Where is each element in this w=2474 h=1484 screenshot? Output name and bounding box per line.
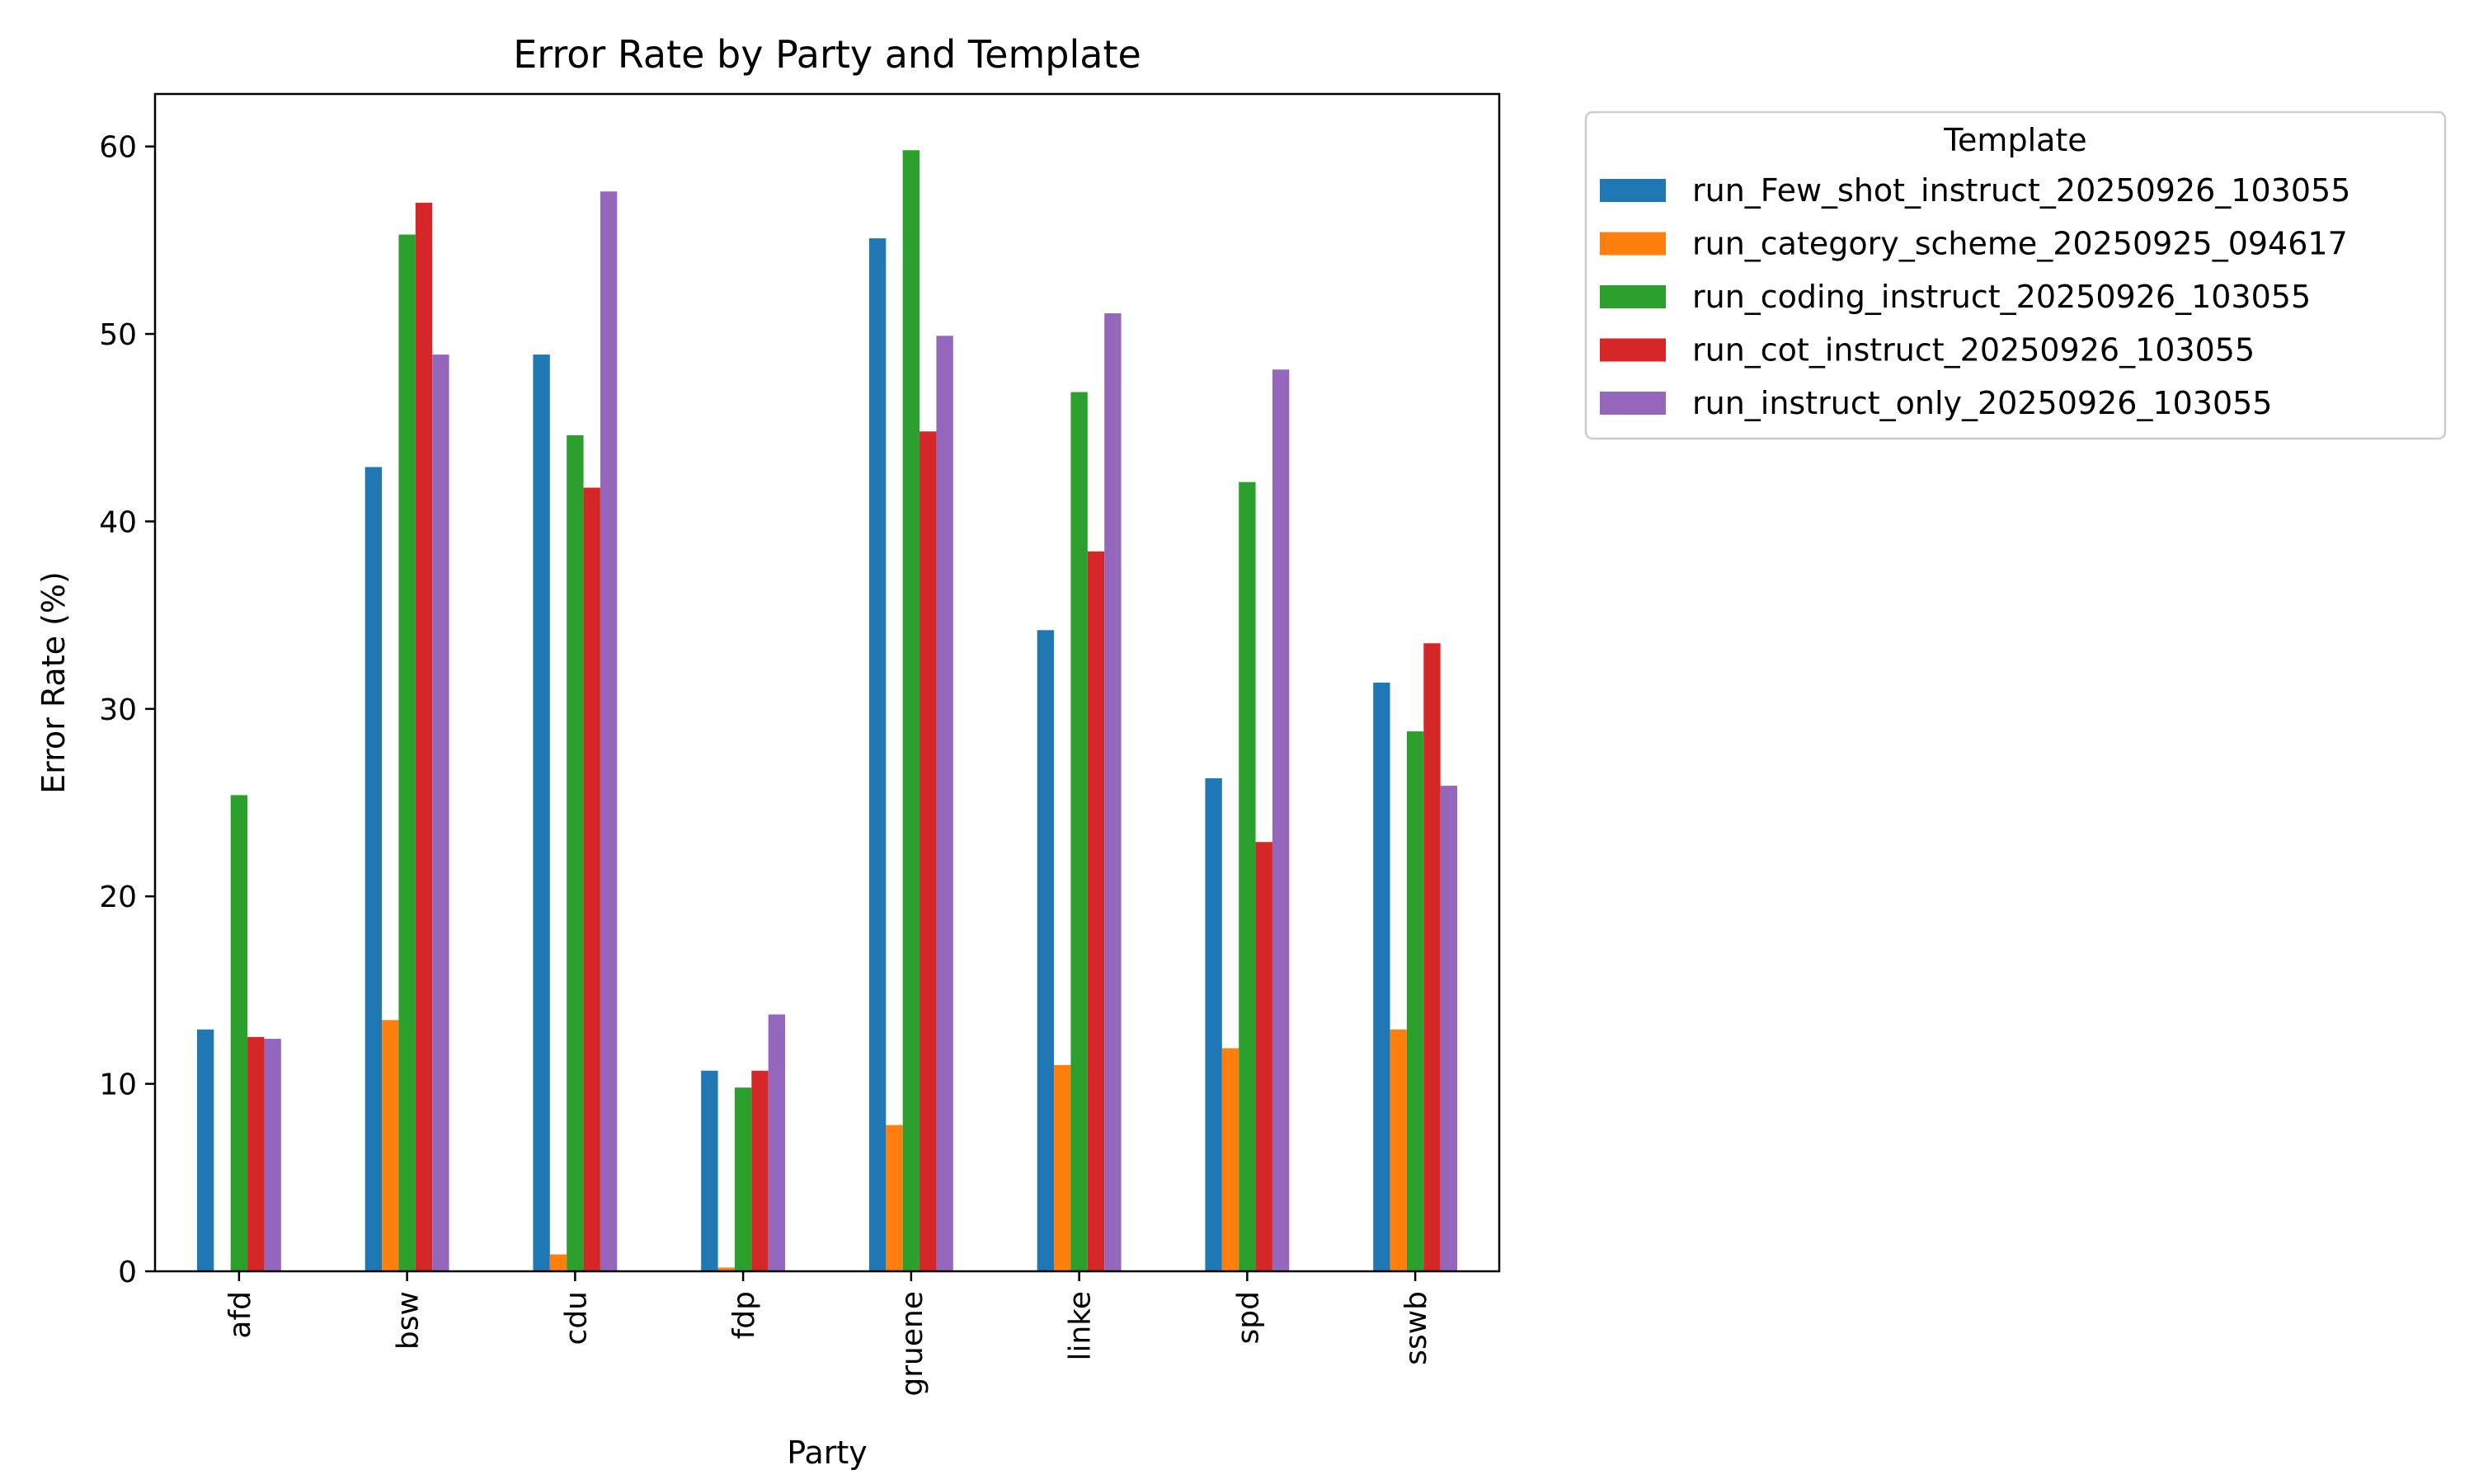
bar-cdu-series-1 (533, 355, 550, 1271)
bar-spd-series-1 (1205, 777, 1222, 1271)
bar-gruene-series-5 (936, 336, 953, 1272)
y-tick-label-40: 40 (99, 505, 137, 539)
bar-bsw-series-5 (432, 355, 449, 1271)
legend-title: Template (1943, 122, 2086, 158)
legend-swatch-2 (1600, 232, 1666, 256)
legend-swatch-3 (1600, 285, 1666, 308)
legend-swatch-5 (1600, 392, 1666, 415)
y-tick-label-10: 10 (99, 1068, 137, 1102)
bar-gruene-series-3 (902, 150, 920, 1272)
bar-gruene-series-4 (920, 431, 937, 1271)
bar-bsw-series-3 (398, 234, 416, 1272)
bar-bsw-series-1 (365, 467, 383, 1271)
legend-label-4: run_cot_instruct_20250926_103055 (1692, 332, 2255, 369)
bar-afd-series-4 (247, 1036, 265, 1271)
bar-sswb-series-4 (1423, 643, 1441, 1271)
bar-spd-series-3 (1239, 481, 1256, 1271)
bar-fdp-series-1 (701, 1070, 718, 1271)
bar-sswb-series-1 (1373, 683, 1390, 1271)
bar-sswb-series-5 (1440, 786, 1458, 1271)
legend-label-5: run_instruct_only_20250926_103055 (1692, 385, 2272, 421)
bar-bsw-series-2 (382, 1020, 399, 1271)
y-tick-label-60: 60 (99, 131, 137, 165)
bar-gruene-series-2 (886, 1125, 903, 1271)
x-axis-label: Party (787, 1435, 868, 1471)
bar-cdu-series-2 (549, 1254, 567, 1271)
y-tick-label-0: 0 (118, 1256, 137, 1289)
y-tick-label-30: 30 (99, 693, 137, 727)
x-tick-label-gruene: gruene (896, 1291, 929, 1397)
x-tick-label-afd: afd (223, 1291, 257, 1339)
x-tick-label-cdu: cdu (559, 1291, 593, 1345)
legend-swatch-4 (1600, 338, 1666, 362)
bar-cdu-series-5 (600, 191, 618, 1271)
legend-label-3: run_coding_instruct_20250926_103055 (1692, 279, 2311, 315)
bar-spd-series-2 (1221, 1048, 1239, 1271)
x-tick-label-bsw: bsw (392, 1291, 426, 1350)
bar-linke-series-2 (1054, 1064, 1071, 1271)
legend: Template run_Few_shot_instruct_20250926_… (1584, 110, 2447, 440)
bar-gruene-series-1 (868, 238, 887, 1272)
x-tick-label-fdp: fdp (727, 1291, 761, 1339)
legend-frame (1584, 110, 2447, 440)
bar-sswb-series-3 (1406, 731, 1424, 1271)
bar-linke-series-5 (1104, 313, 1122, 1272)
x-tick-label-sswb: sswb (1399, 1291, 1433, 1365)
x-tick-label-linke: linke (1064, 1291, 1098, 1361)
legend-label-1: run_Few_shot_instruct_20250926_103055 (1692, 172, 2350, 209)
y-tick-label-50: 50 (99, 318, 137, 352)
bar-fdp-series-4 (751, 1070, 769, 1271)
legend-swatch-1 (1600, 179, 1666, 202)
legend-items: run_Few_shot_instruct_20250926_103055run… (1600, 172, 2350, 421)
bar-afd-series-3 (230, 795, 248, 1271)
bar-spd-series-5 (1272, 369, 1290, 1272)
bar-bsw-series-4 (415, 202, 433, 1271)
x-tick-label-spd: spd (1231, 1291, 1265, 1344)
chart-title: Error Rate by Party and Template (513, 32, 1141, 77)
plot-frame (153, 92, 1501, 1273)
y-tick-label-20: 20 (99, 881, 137, 914)
bar-cdu-series-4 (583, 487, 600, 1271)
bar-fdp-series-5 (768, 1014, 786, 1271)
bar-fdp-series-2 (717, 1267, 735, 1271)
bar-linke-series-1 (1037, 630, 1055, 1271)
bar-cdu-series-3 (567, 434, 584, 1271)
bar-sswb-series-2 (1390, 1029, 1407, 1271)
bar-afd-series-5 (264, 1039, 281, 1271)
x-axis: afd bsw cdu fdp gruene linke spd sswb (223, 1271, 1433, 1397)
bar-fdp-series-3 (734, 1087, 752, 1271)
bars (196, 150, 1458, 1272)
bar-afd-series-1 (196, 1029, 214, 1271)
legend-label-2: run_category_scheme_20250925_094617 (1692, 226, 2348, 262)
bar-linke-series-4 (1087, 551, 1105, 1271)
bar-spd-series-4 (1255, 842, 1272, 1271)
bar-linke-series-3 (1070, 392, 1088, 1272)
y-axis-label: Error Rate (%) (35, 571, 72, 794)
y-axis: 0 10 20 30 40 50 60 (99, 131, 155, 1289)
